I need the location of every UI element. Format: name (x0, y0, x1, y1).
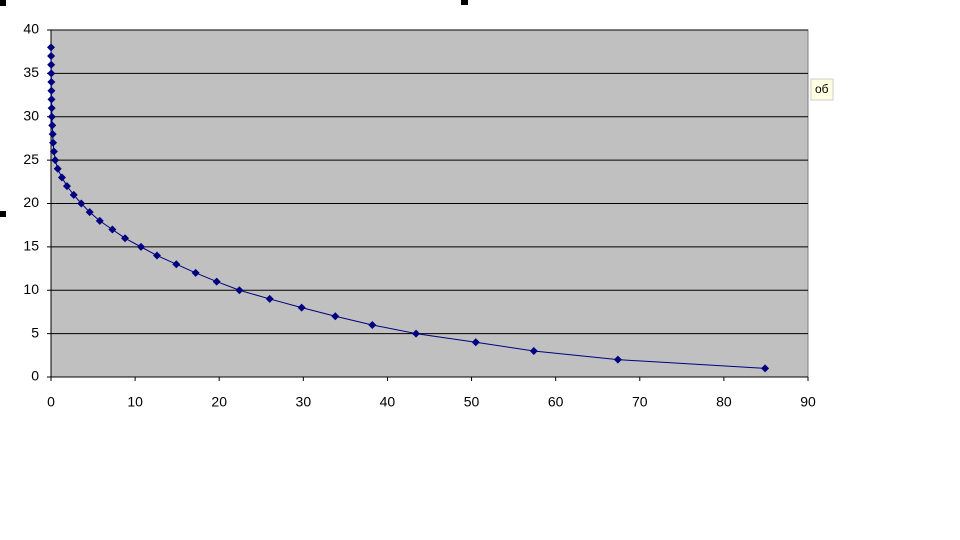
data-point (136, 242, 145, 251)
x-tick-label: 80 (716, 394, 732, 410)
data-point (95, 216, 104, 225)
data-point (47, 104, 56, 113)
x-tick-label: 0 (47, 394, 55, 410)
data-point (48, 121, 57, 130)
data-point (85, 208, 94, 217)
x-tick-label: 70 (632, 394, 648, 410)
data-point (47, 69, 56, 78)
data-point (471, 338, 480, 347)
data-point (265, 294, 274, 303)
y-tick-label: 40 (23, 21, 39, 37)
data-point (47, 52, 56, 61)
data-point (47, 78, 56, 87)
data-point (152, 251, 161, 260)
selection-handle (0, 0, 6, 6)
data-point (172, 260, 181, 269)
data-point (47, 112, 56, 121)
x-tick-label: 20 (211, 394, 227, 410)
annotation: об (815, 82, 829, 96)
y-tick-label: 5 (31, 324, 39, 340)
data-point (368, 320, 377, 329)
x-tick-label: 90 (800, 394, 816, 410)
data-point (235, 286, 244, 295)
data-point (121, 234, 130, 243)
data-point (49, 138, 58, 147)
data-point (69, 190, 78, 199)
y-tick-label: 30 (23, 107, 39, 123)
data-point (49, 147, 58, 156)
y-tick-label: 20 (23, 194, 39, 210)
data-point (529, 346, 538, 355)
data-point (57, 173, 66, 182)
data-point (412, 329, 421, 338)
data-point (51, 156, 60, 165)
x-tick-label: 40 (380, 394, 396, 410)
data-point (47, 43, 55, 52)
y-tick-label: 0 (31, 368, 39, 384)
selection-handle (0, 211, 6, 217)
y-tick-label: 10 (23, 281, 39, 297)
data-point (77, 199, 86, 208)
data-point (47, 95, 56, 104)
data-point (761, 364, 770, 373)
x-tick-label: 10 (127, 394, 143, 410)
data-point (191, 268, 200, 277)
data-point (331, 312, 340, 321)
y-tick-label: 35 (23, 64, 39, 80)
data-point (613, 355, 622, 364)
data-point (47, 60, 56, 69)
x-tick-label: 30 (296, 394, 312, 410)
data-point (212, 277, 221, 286)
data-point (62, 182, 71, 191)
data-point (48, 130, 57, 139)
y-tick-label: 15 (23, 238, 39, 254)
data-point (108, 225, 117, 234)
annotation-box (810, 78, 834, 101)
y-tick-label: 25 (23, 151, 39, 167)
x-tick-label: 50 (464, 394, 480, 410)
x-tick-label: 60 (548, 394, 564, 410)
data-point (297, 303, 306, 312)
data-point (47, 86, 56, 95)
selection-handle (461, 0, 468, 5)
data-point (53, 164, 62, 173)
